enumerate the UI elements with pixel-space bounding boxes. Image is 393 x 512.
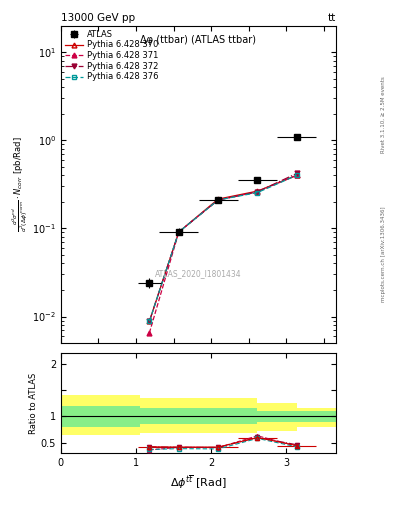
Pythia 6.428 371 [176,229,181,235]
Text: Δφ (ttbar) (ATLAS ttbar): Δφ (ttbar) (ATLAS ttbar) [140,35,257,45]
Text: tt: tt [328,13,336,23]
Pythia 6.428 376 [255,189,260,196]
Line: Pythia 6.428 376: Pythia 6.428 376 [147,173,299,324]
Pythia 6.428 376 [147,318,152,325]
Pythia 6.428 371 [147,330,152,336]
X-axis label: $\Delta\phi^{t\overline{t}}$ [Rad]: $\Delta\phi^{t\overline{t}}$ [Rad] [170,474,227,491]
Pythia 6.428 372 [176,229,181,235]
Pythia 6.428 376 [176,229,181,235]
Pythia 6.428 371 [216,197,220,203]
Legend: ATLAS, Pythia 6.428 370, Pythia 6.428 371, Pythia 6.428 372, Pythia 6.428 376: ATLAS, Pythia 6.428 370, Pythia 6.428 37… [63,28,160,83]
Y-axis label: $\frac{d^2\sigma^{nd}}{d^2(\Delta\phi)^{norm}} \cdot N_{corr}$ [pb/Rad]: $\frac{d^2\sigma^{nd}}{d^2(\Delta\phi)^{… [11,137,29,232]
Text: ATLAS_2020_I1801434: ATLAS_2020_I1801434 [155,269,242,278]
Pythia 6.428 371 [294,172,299,178]
Text: 13000 GeV pp: 13000 GeV pp [61,13,135,23]
Pythia 6.428 370 [176,229,181,235]
Pythia 6.428 370 [255,188,260,194]
Pythia 6.428 370 [147,318,152,325]
Pythia 6.428 370 [294,172,299,178]
Text: Rivet 3.1.10, ≥ 2.5M events: Rivet 3.1.10, ≥ 2.5M events [381,76,386,153]
Pythia 6.428 376 [216,197,220,203]
Pythia 6.428 372 [147,318,152,325]
Pythia 6.428 371 [255,189,260,195]
Text: mcplots.cern.ch [arXiv:1306.3436]: mcplots.cern.ch [arXiv:1306.3436] [381,206,386,302]
Pythia 6.428 370 [216,196,220,202]
Line: Pythia 6.428 371: Pythia 6.428 371 [147,173,299,335]
Pythia 6.428 372 [255,189,260,195]
Line: Pythia 6.428 372: Pythia 6.428 372 [147,171,299,324]
Pythia 6.428 372 [216,197,220,203]
Pythia 6.428 376 [294,172,299,178]
Pythia 6.428 372 [294,170,299,177]
Line: Pythia 6.428 370: Pythia 6.428 370 [147,173,299,324]
Y-axis label: Ratio to ATLAS: Ratio to ATLAS [29,373,38,434]
